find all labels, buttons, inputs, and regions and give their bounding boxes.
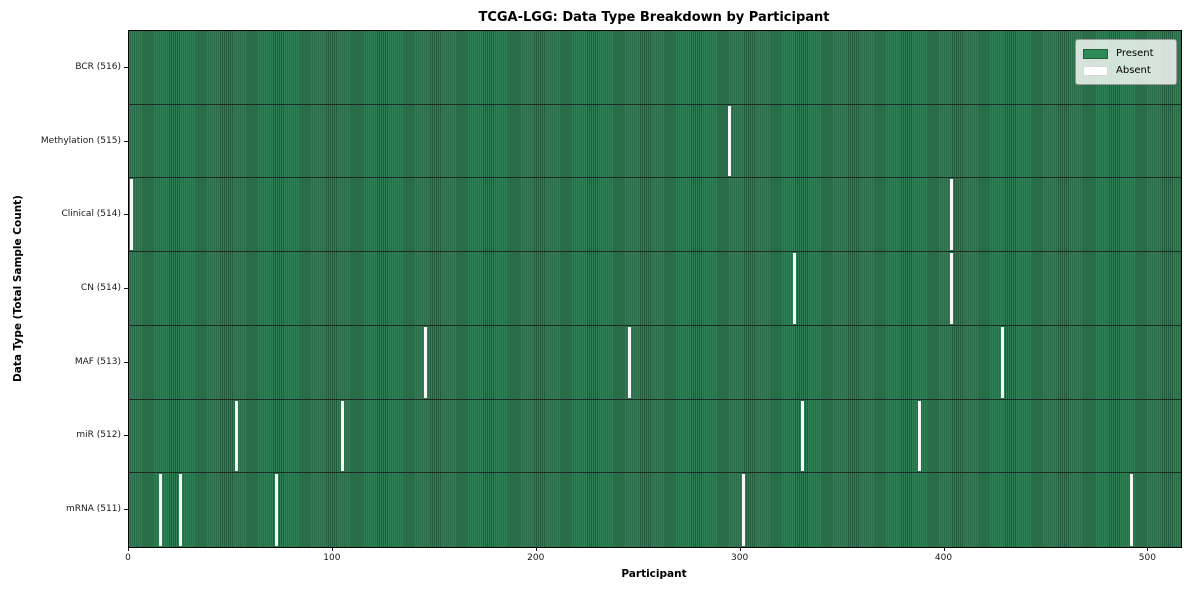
x-tick-mark: [1147, 547, 1149, 551]
y-tick-mark: [124, 140, 128, 142]
absent-marker-CN-326: [793, 253, 797, 324]
heatmap-row-CN: [129, 252, 1181, 326]
x-tick-mark: [739, 547, 741, 551]
x-tick-mark: [943, 547, 945, 551]
x-tick-label-500: 500: [1138, 553, 1156, 563]
x-tick-mark: [128, 547, 129, 551]
absent-marker-CN-403: [950, 253, 954, 324]
x-tick-label-400: 400: [934, 553, 953, 563]
absent-marker-MAF-145: [424, 326, 428, 398]
y-tick-mark: [124, 435, 128, 437]
heatmap-row-BCR: [129, 31, 1181, 105]
legend-swatch-absent: [1083, 65, 1108, 76]
heatmap-row-mRNA: [129, 473, 1181, 547]
y-tick-mark: [124, 288, 128, 289]
absent-marker-miR-104: [340, 400, 344, 472]
legend-label-present: Present: [1116, 48, 1154, 59]
absent-marker-MAF-245: [628, 326, 631, 398]
x-tick-mark: [535, 547, 537, 551]
x-tick-label-200: 200: [527, 553, 545, 563]
plot-area: Present Absent: [128, 30, 1182, 548]
heatmap-row-Clinical: [129, 178, 1181, 253]
y-tick-label-MAF: MAF (513): [74, 356, 121, 367]
y-tick-mark: [124, 509, 128, 511]
y-tick-label-CN: CN (514): [80, 283, 121, 293]
legend-swatch-present: [1083, 48, 1108, 59]
legend: Present Absent: [1075, 39, 1177, 85]
chart-title: TCGA-LGG: Data Type Breakdown by Partici…: [478, 10, 830, 25]
y-tick-label-BCR: BCR (516): [75, 61, 121, 72]
legend-item-absent: Absent: [1083, 62, 1169, 79]
legend-label-absent: Absent: [1116, 65, 1151, 76]
x-tick-mark: [331, 547, 333, 551]
x-tick-label-100: 100: [323, 553, 341, 563]
heatmap-row-miR: [129, 400, 1181, 474]
absent-marker-mRNA-491: [1129, 474, 1133, 546]
absent-marker-Clinical-403: [950, 179, 954, 251]
legend-item-present: Present: [1083, 45, 1169, 62]
absent-marker-mRNA-15: [159, 474, 163, 546]
absent-marker-Methylation-294: [727, 105, 731, 177]
absent-marker-miR-387: [917, 400, 921, 472]
absent-marker-mRNA-301: [742, 474, 746, 546]
x-tick-label-300: 300: [731, 553, 749, 563]
y-tick-label-mRNA: mRNA (511): [66, 504, 121, 515]
y-tick-mark: [124, 66, 128, 68]
y-tick-label-Methylation: Methylation (515): [40, 135, 121, 146]
absent-marker-miR-330: [801, 400, 805, 472]
heatmap-row-MAF: [129, 326, 1181, 400]
absent-marker-MAF-428: [1001, 326, 1005, 398]
y-tick-label-miR: miR (512): [76, 430, 121, 441]
absent-marker-mRNA-25: [179, 474, 183, 546]
heatmap-row-Methylation: [129, 105, 1181, 179]
y-tick-mark: [124, 214, 128, 216]
y-tick-mark: [124, 361, 128, 363]
x-axis-label: Participant: [621, 568, 687, 580]
x-tick-label-0: 0: [125, 553, 131, 563]
absent-marker-mRNA-72: [275, 474, 279, 546]
y-tick-label-Clinical: Clinical (514): [61, 209, 121, 220]
absent-marker-Clinical-0: [129, 179, 133, 251]
absent-marker-miR-52: [234, 400, 238, 472]
